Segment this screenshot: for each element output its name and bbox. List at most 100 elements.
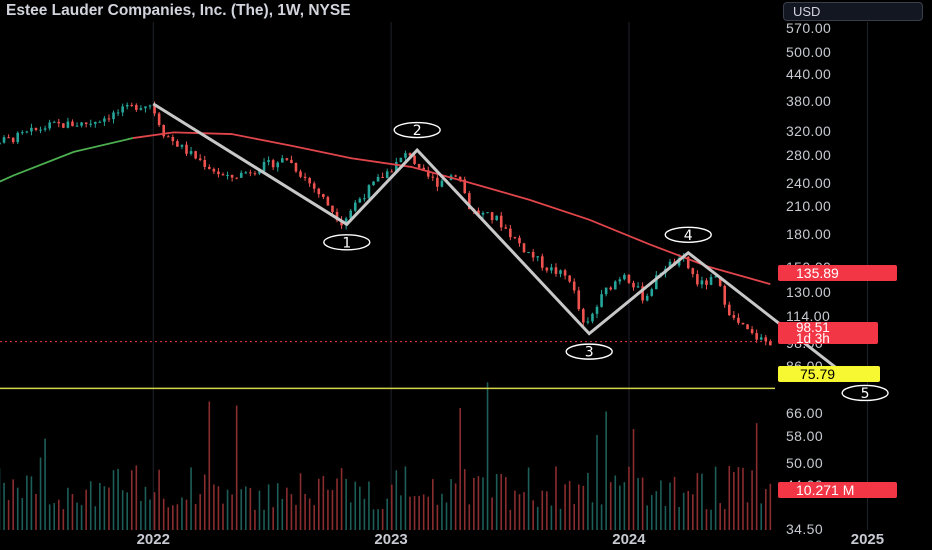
volume-bar: [354, 481, 357, 530]
volume-bar: [386, 498, 388, 530]
volume-bar: [564, 484, 566, 530]
volume-bar: [532, 500, 534, 530]
candle-body: [290, 159, 293, 164]
candle-body: [395, 161, 398, 172]
volume-bar: [112, 470, 115, 530]
volume-bar: [21, 498, 24, 530]
volume-bar: [445, 502, 448, 530]
volume-bar: [518, 494, 521, 530]
date-tick-2023: 2023: [374, 531, 408, 548]
volume-bar: [678, 506, 680, 530]
volume-bar: [673, 476, 676, 530]
candle-body: [7, 137, 10, 139]
volume-bar: [62, 509, 65, 530]
volume-bar: [395, 470, 398, 530]
candle-body: [422, 167, 425, 171]
moving-average-line: [0, 131, 771, 286]
wave-label-ellipse: [841, 384, 889, 402]
candle-body: [499, 215, 503, 228]
volume-bar: [158, 469, 160, 530]
candle-body: [299, 171, 302, 177]
candle-body: [668, 261, 672, 269]
volume-bar: [705, 509, 708, 530]
volume-bar: [737, 467, 740, 530]
candle-body: [331, 205, 334, 212]
volume-bar: [609, 482, 612, 530]
elliott-wave-drawing: 1 2 3 4 5: [152, 102, 889, 402]
volume-bar: [559, 508, 562, 530]
candle-body: [595, 306, 599, 314]
candle-body: [390, 171, 394, 173]
wave-label-2: 2: [393, 121, 441, 139]
currency-button[interactable]: USD: [783, 2, 923, 21]
candle-body: [253, 173, 257, 175]
candle-body: [144, 106, 147, 109]
volume-bar: [482, 477, 484, 530]
volume-bar: [523, 492, 525, 530]
candle-body: [71, 121, 74, 127]
candle-body: [258, 171, 261, 174]
candle-body: [613, 281, 617, 290]
candle-body: [604, 287, 608, 295]
candle-body: [166, 136, 170, 138]
volume-bar: [746, 502, 749, 530]
price-tick: 130.00: [786, 284, 832, 301]
candle-body: [705, 280, 708, 285]
volume-bar: [733, 472, 735, 530]
volume-bar: [751, 470, 753, 530]
volume-bar: [600, 504, 603, 530]
candle-body: [171, 137, 175, 142]
date-tick-2022: 2022: [136, 531, 170, 548]
candle-body: [157, 113, 161, 126]
volume-bar: [167, 507, 170, 530]
volume-bar: [85, 489, 87, 530]
volume-badge: 10.271 M: [778, 482, 897, 498]
volume-bar: [226, 489, 229, 530]
volume-bar: [573, 503, 576, 530]
price-tick: 50.00: [786, 454, 824, 471]
volume-bar: [30, 476, 33, 530]
candle-body: [226, 174, 229, 176]
volume-bar: [692, 494, 694, 530]
candle-body: [718, 276, 722, 286]
candle-body: [372, 181, 375, 186]
volume-bar: [295, 504, 297, 530]
volume-bar: [682, 492, 685, 530]
volume-bar: [550, 505, 553, 530]
candle-body: [513, 237, 517, 239]
volume-bar: [728, 465, 731, 530]
wave-label-5: 5: [841, 384, 889, 402]
volume-bar: [126, 492, 129, 530]
volume-bar: [742, 467, 744, 530]
candle-body: [112, 112, 115, 120]
candle-body: [454, 175, 457, 177]
candle-body: [436, 177, 439, 187]
volume-bar: [185, 499, 188, 530]
wave-label-text: 4: [684, 228, 693, 244]
candle-body: [636, 286, 640, 288]
candle-body: [203, 159, 207, 167]
candle-body: [0, 142, 1, 145]
candle-body: [732, 315, 736, 318]
candle-body: [741, 322, 745, 325]
volume-bar: [755, 423, 758, 530]
volume-bar: [71, 493, 74, 530]
level-price-badge: 75.79: [778, 366, 880, 382]
volume-bar: [267, 484, 270, 530]
volume-bar: [231, 494, 233, 530]
volume-bar: [701, 473, 703, 530]
volume-bar: [764, 489, 767, 530]
candle-body: [381, 176, 384, 178]
volume-bar: [463, 469, 466, 530]
volume-bar: [628, 466, 630, 530]
candle-body: [723, 285, 727, 305]
candle-body: [276, 162, 280, 168]
candle-body: [89, 123, 93, 125]
candle-body: [116, 112, 120, 114]
candle-body: [641, 286, 644, 301]
candle-body: [518, 237, 521, 244]
candle-body: [727, 304, 731, 316]
volume-bar: [646, 505, 648, 530]
candle-body: [582, 309, 585, 323]
